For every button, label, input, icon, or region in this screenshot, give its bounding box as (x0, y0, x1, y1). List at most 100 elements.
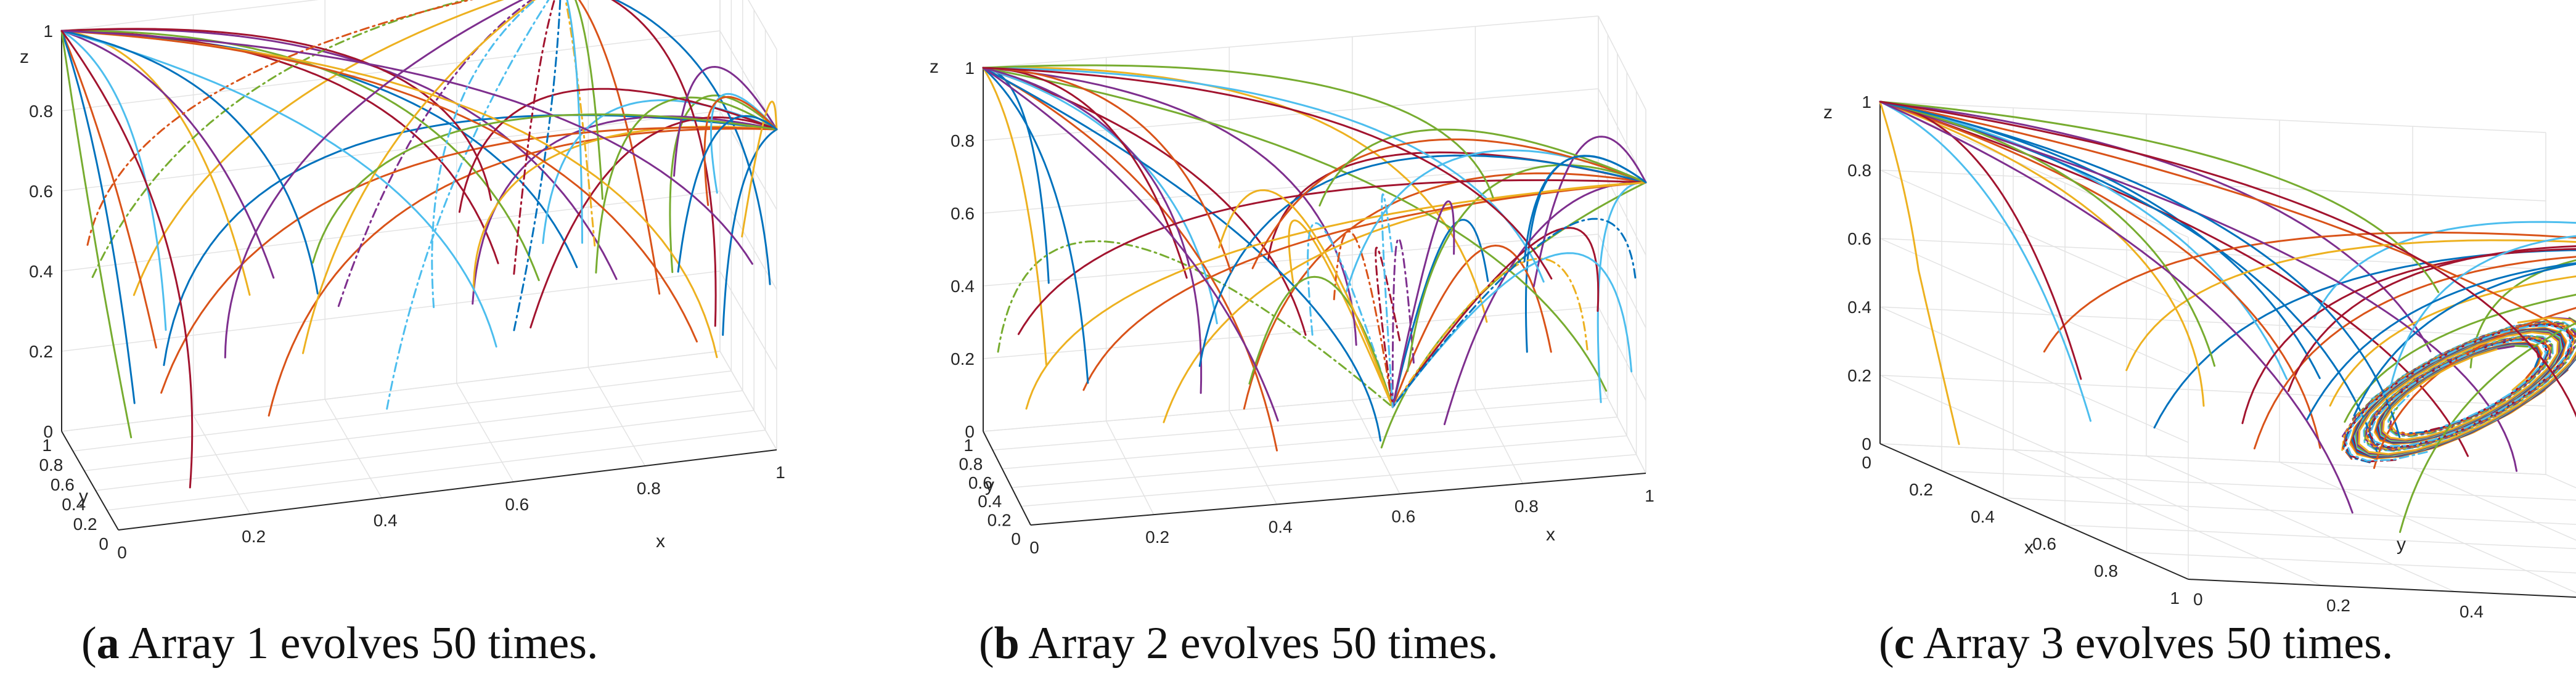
z-tick-label: 0.4 (951, 277, 975, 296)
trajectory-line (982, 67, 1488, 323)
gridline (719, 271, 777, 370)
z-tick-label: 0.8 (1847, 161, 1871, 180)
trajectory-line (1879, 100, 2321, 449)
trajectory-line (1319, 128, 1647, 207)
trajectory-line (1380, 181, 1647, 449)
y-tick-label: 0 (2193, 590, 2203, 609)
z-tick-label: 0 (1862, 434, 1871, 454)
trajectory-line (513, 0, 562, 332)
trajectory-line (1879, 100, 2518, 472)
z-tick-label: 0.4 (1847, 298, 1871, 317)
panel-a-z-label: z (20, 47, 29, 67)
x-axis-line (1030, 473, 1646, 526)
y-axis-line (2188, 579, 2576, 598)
panel-b-caption-text: Array 2 evolves 50 times. (1020, 618, 1499, 669)
gridline (1941, 470, 2576, 501)
gridline (983, 88, 1599, 141)
trajectory-line (2358, 317, 2576, 455)
trajectory-line (982, 67, 1279, 422)
trajectory-line (530, 116, 778, 328)
trajectory-line (710, 92, 778, 194)
y-tick-label: 0.2 (73, 515, 97, 534)
panel-a: 00.20.40.60.8100.20.40.60.8100.20.40.60.… (20, 0, 785, 669)
trajectory-line (542, 99, 778, 244)
y-tick-label: 0.6 (968, 473, 992, 492)
trajectory-line (1025, 181, 1647, 410)
trajectory-line (2306, 262, 2576, 421)
trajectory-line (2125, 239, 2576, 372)
x-tick-label: 1 (1645, 486, 1654, 505)
trajectory-line (91, 0, 469, 279)
gridline (96, 410, 754, 491)
trajectory-line (2345, 325, 2572, 462)
panel-c-caption: (c Array 3 evolves 50 times. (1879, 618, 2393, 669)
trajectory-line (2373, 307, 2576, 469)
trajectory-line (1523, 155, 1647, 263)
gridline (456, 383, 514, 482)
trajectory-line (2399, 322, 2576, 533)
trajectory-line (1879, 100, 2440, 293)
gridline (2126, 552, 2576, 574)
trajectory-line (2241, 248, 2576, 425)
y-tick-label: 0 (99, 534, 108, 553)
trajectory-line (60, 30, 497, 348)
trajectory-line (1251, 138, 1647, 269)
trajectory-line (1288, 219, 1394, 409)
z-tick-label: 0.2 (1847, 366, 1871, 385)
gridline (61, 30, 721, 112)
panel-a-tag: a (97, 618, 120, 669)
trajectory-line (60, 30, 540, 282)
gridline (1598, 161, 1646, 256)
trajectory-line (60, 30, 319, 295)
z-tick-label: 1 (965, 59, 975, 78)
panel-b-x-label: x (1546, 524, 1555, 545)
z-tick-label: 1 (43, 22, 53, 41)
gridline (2003, 497, 2576, 525)
trajectory-line (1391, 238, 1415, 409)
z-tick-label: 0 (965, 422, 975, 441)
panel-a-ticks: 00.20.40.60.8100.20.40.60.8100.20.40.60.… (29, 22, 785, 562)
gridline (1879, 443, 2546, 475)
trajectory-line (1879, 100, 2379, 456)
trajectory-line (982, 67, 1218, 325)
trajectory-line (677, 115, 778, 273)
gridline (983, 379, 1599, 432)
trajectory-line (1381, 193, 1394, 409)
panel-b-trajectories (982, 64, 1647, 452)
trajectory-line (1879, 100, 2401, 438)
trajectory-line (1243, 172, 1647, 410)
panel-c-ticks: 00.20.40.60.8100.20.40.60.8100.20.40.60.… (1847, 92, 2484, 621)
gridline (748, 0, 777, 50)
panel-c-z-label: z (1823, 102, 1833, 123)
trajectory-line (60, 30, 275, 279)
trajectory-line (982, 67, 1608, 392)
y-tick-label: 0.8 (39, 455, 63, 474)
gridline (73, 370, 732, 452)
y-tick-label: 0.4 (978, 492, 1002, 511)
gridline (1598, 234, 1646, 328)
panel-c-caption-text: Array 3 evolves 50 times. (1915, 618, 2394, 669)
panel-c-tag: c (1894, 618, 1915, 669)
gridline (1012, 435, 1627, 488)
trajectory-line (566, 0, 583, 244)
gridline (1598, 15, 1646, 110)
trajectory-line (982, 64, 1494, 198)
gridline (2013, 449, 2322, 586)
gridline (61, 351, 721, 432)
trajectory-line (578, 0, 661, 295)
z-tick-label: 0.4 (29, 262, 53, 281)
panel-c-y-label: y (2397, 534, 2406, 555)
gridline (107, 430, 766, 511)
trajectory-line (1443, 181, 1647, 425)
x-tick-label: 0.8 (637, 479, 661, 498)
gridline (61, 110, 721, 192)
trajectory-line (614, 0, 771, 285)
trajectory-line (982, 67, 1381, 442)
gridline (983, 161, 1599, 214)
panel-b-caption: (b Array 2 evolves 50 times. (979, 618, 1499, 669)
gridline (1879, 169, 2189, 306)
gridline (2064, 524, 2576, 550)
trajectory-line (611, 0, 717, 327)
trajectory-line (1082, 181, 1647, 391)
y-tick-label: 0.8 (959, 454, 983, 473)
